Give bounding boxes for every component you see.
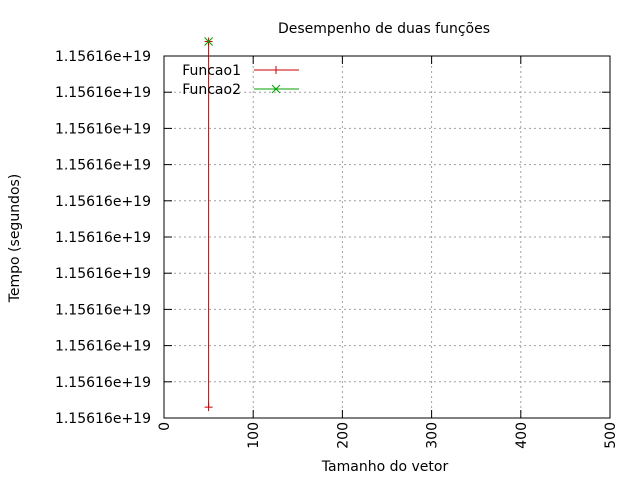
- x-axis-label: Tamanho do vetor: [321, 459, 449, 475]
- x-tick-label: 100: [246, 422, 262, 449]
- data-point-funcao2: [204, 37, 213, 46]
- legend: Funcao1 Funcao2: [182, 63, 299, 98]
- x-tick-label: 500: [603, 422, 619, 449]
- y-tick-label: 1.15616e+19: [55, 302, 151, 318]
- y-tick-label: 1.15616e+19: [55, 230, 151, 246]
- legend-marker-funcao1: [272, 66, 280, 74]
- x-tick-label: 300: [425, 422, 441, 449]
- y-tick-label: 1.15616e+19: [55, 411, 151, 427]
- y-tick-label: 1.15616e+19: [55, 158, 151, 174]
- y-tick-label: 1.15616e+19: [55, 194, 151, 210]
- x-axis: 0 100 200 300 400 500: [157, 56, 619, 449]
- x-tick-label: 400: [514, 422, 530, 449]
- grid: [164, 56, 610, 418]
- data-point-funcao1: [204, 403, 213, 412]
- series-layer: [204, 37, 213, 412]
- y-tick-label: 1.15616e+19: [55, 339, 151, 355]
- legend-label-funcao2: Funcao2: [182, 82, 241, 98]
- x-tick-label: 0: [157, 422, 173, 431]
- y-tick-label: 1.15616e+19: [55, 375, 151, 391]
- y-tick-label: 1.15616e+19: [55, 85, 151, 101]
- legend-marker-glyph: [272, 66, 280, 74]
- legend-entry-funcao1: Funcao1: [182, 63, 299, 79]
- legend-marker-glyph: [271, 84, 281, 94]
- x-tick-label: 200: [335, 422, 351, 449]
- legend-entry-funcao2: Funcao2: [182, 82, 299, 98]
- marker-stroke: [204, 37, 213, 46]
- y-tick-label: 1.15616e+19: [55, 266, 151, 282]
- y-axis: 1.15616e+19 1.15616e+19 1.15616e+19 1.15616…: [55, 49, 610, 427]
- y-tick-label: 1.15616e+19: [55, 49, 151, 65]
- marker-stroke: [271, 84, 281, 94]
- y-axis-label: Tempo (segundos): [7, 174, 23, 304]
- y-tick-label: 1.15616e+19: [55, 121, 151, 137]
- chart-title: Desempenho de duas funções: [278, 21, 490, 37]
- legend-label-funcao1: Funcao1: [182, 63, 241, 79]
- legend-marker-funcao2: [271, 84, 281, 94]
